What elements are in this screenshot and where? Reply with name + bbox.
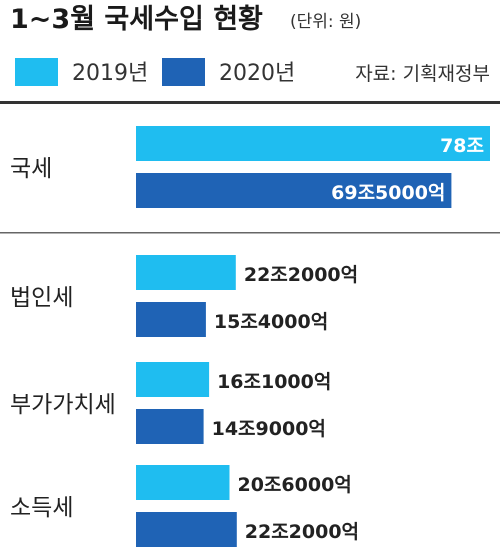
category-label-cat-corporate-tax: 법인세 (10, 285, 73, 311)
legend-swatch-2020 (162, 58, 205, 86)
legend-label-2019: 2019년 (72, 61, 148, 86)
value-label-cat-income-tax-2020: 22조2000억 (245, 521, 359, 543)
chart-title: 1~3월 국세수입 현황 (10, 4, 263, 35)
unit-label: (단위: 원) (290, 12, 361, 32)
bar-cat-national-tax-2019 (136, 126, 490, 161)
bar-cat-corporate-tax-2019 (136, 255, 236, 290)
bar-cat-national-tax-2020 (136, 173, 452, 208)
category-label-cat-vat: 부가가치세 (10, 392, 116, 418)
value-label-cat-national-tax-2019: 78조 (440, 135, 484, 157)
bar-cat-corporate-tax-2020 (136, 302, 206, 337)
value-label-cat-income-tax-2019: 20조6000억 (237, 474, 351, 496)
value-label-cat-corporate-tax-2019: 22조2000억 (244, 264, 358, 286)
value-label-cat-vat-2019: 16조1000억 (217, 371, 331, 393)
category-label-cat-national-tax: 국세 (10, 156, 52, 182)
bar-cat-income-tax-2019 (136, 465, 230, 500)
top-divider (0, 101, 500, 104)
source-text: 자료: 기획재정부 (355, 63, 490, 85)
legend-swatch-2019 (15, 58, 58, 86)
group-divider (0, 232, 500, 234)
bar-cat-income-tax-2020 (136, 512, 237, 547)
value-label-cat-vat-2020: 14조9000억 (212, 418, 326, 440)
value-label-cat-corporate-tax-2020: 15조4000억 (214, 311, 328, 333)
value-label-cat-national-tax-2020: 69조5000억 (331, 182, 445, 204)
legend-label-2020: 2020년 (219, 61, 295, 86)
bar-cat-vat-2019 (136, 362, 210, 397)
bar-cat-vat-2020 (136, 409, 204, 444)
category-label-cat-income-tax: 소득세 (10, 495, 73, 521)
